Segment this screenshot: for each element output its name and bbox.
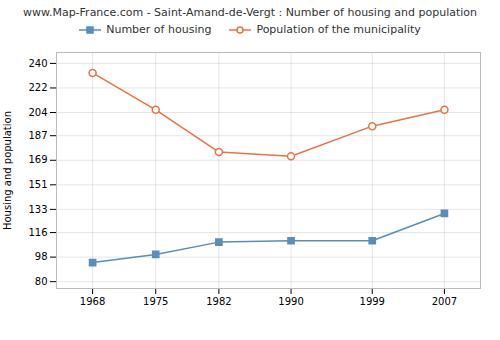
html-text:Population of the municipality: Population of the municipality [256,23,421,36]
svg-text:2007: 2007 [432,296,457,307]
html-text:Number of housing: Number of housing [106,23,212,36]
svg-text:1999: 1999 [360,296,385,307]
svg-text:Housing and population: Housing and population [2,111,13,230]
svg-text:222: 222 [28,82,47,93]
svg-text:1990: 1990 [278,296,303,307]
svg-text:169: 169 [28,154,47,165]
svg-text:240: 240 [28,58,47,69]
svg-text:98: 98 [35,251,48,262]
svg-text:187: 187 [28,130,47,141]
svg-text:133: 133 [28,204,47,215]
html-text:www.Map-France.com - Saint-Ama: www.Map-France.com - Saint-Amand-de-Verg… [22,6,478,19]
svg-text:204: 204 [28,107,47,118]
svg-text:151: 151 [28,179,47,190]
svg-text:1982: 1982 [206,296,231,307]
svg-text:1968: 1968 [80,296,105,307]
svg-text:1975: 1975 [143,296,168,307]
svg-text:116: 116 [28,227,47,238]
svg-text:80: 80 [35,276,48,287]
